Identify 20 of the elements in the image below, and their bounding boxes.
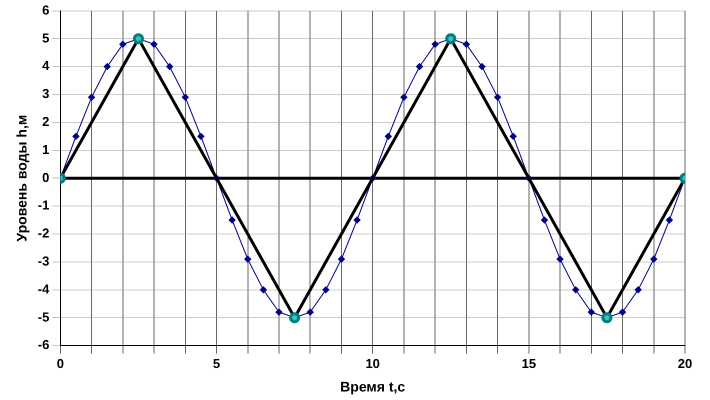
x-tick-label: 0 xyxy=(56,356,64,371)
y-tick-label: -3 xyxy=(38,253,50,268)
x-tick-label: 15 xyxy=(522,356,536,371)
x-axis-title: Время t,c xyxy=(340,378,406,394)
y-tick-label: 6 xyxy=(42,2,50,18)
y-tick-label: -5 xyxy=(38,309,50,324)
y-tick-label: 1 xyxy=(42,142,50,157)
y-tick-label: 2 xyxy=(42,114,50,129)
x-tick-label: 20 xyxy=(678,356,692,371)
y-tick-label: -4 xyxy=(38,281,50,296)
y-tick-label: 5 xyxy=(42,30,50,46)
x-tick-label: 10 xyxy=(365,356,380,371)
y-tick-label: 3 xyxy=(42,86,50,102)
y-tick-label: -6 xyxy=(38,337,50,352)
y-tick-label: -1 xyxy=(38,198,50,213)
y-axis-title: Уровень воды h,м xyxy=(13,114,30,242)
y-tick-label: -2 xyxy=(38,226,50,241)
x-tick-label: 5 xyxy=(212,356,220,371)
y-tick-label: 4 xyxy=(42,58,50,74)
y-tick-label: 0 xyxy=(42,170,50,185)
